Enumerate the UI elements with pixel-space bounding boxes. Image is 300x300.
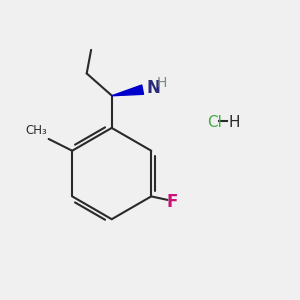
Text: H: H	[157, 76, 167, 90]
Text: Cl: Cl	[207, 115, 222, 130]
Text: CH₃: CH₃	[26, 124, 47, 137]
Text: F: F	[166, 193, 178, 211]
Text: N: N	[146, 79, 160, 97]
Polygon shape	[112, 85, 143, 96]
Text: H: H	[228, 115, 239, 130]
